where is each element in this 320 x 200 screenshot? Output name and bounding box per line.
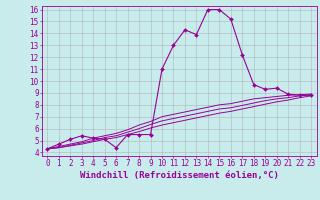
X-axis label: Windchill (Refroidissement éolien,°C): Windchill (Refroidissement éolien,°C)	[80, 171, 279, 180]
